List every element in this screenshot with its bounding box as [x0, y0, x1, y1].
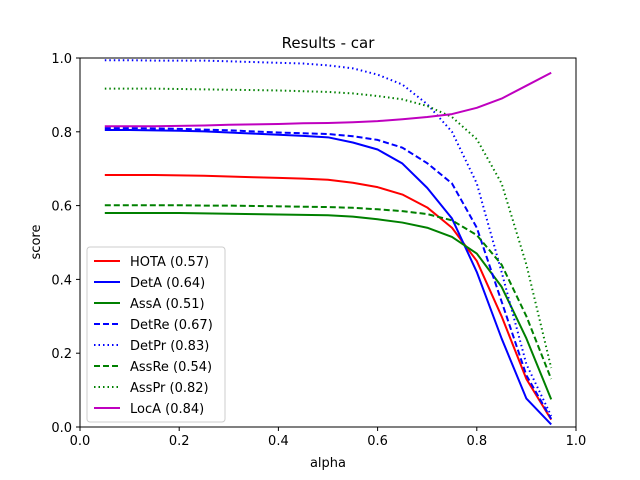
x-axis-label: alpha: [310, 456, 346, 471]
y-tick-label-2: 0.4: [51, 273, 72, 288]
legend-label-3: DetRe (0.67): [130, 318, 213, 333]
x-tick-label-1: 0.2: [169, 434, 190, 449]
x-tick-label-2: 0.4: [268, 434, 289, 449]
y-axis: 0.0 0.2 0.4 0.6 0.8 1.0: [51, 52, 80, 436]
legend-label-0: HOTA (0.57): [130, 255, 209, 270]
y-tick-label-5: 1.0: [51, 52, 72, 67]
legend-label-6: AssPr (0.82): [130, 381, 209, 396]
legend-label-1: DetA (0.64): [130, 276, 205, 291]
legend-label-5: AssRe (0.54): [130, 360, 212, 375]
series-line-3: [104, 127, 553, 420]
y-tick-label-0: 0.0: [51, 421, 72, 436]
x-tick-label-3: 0.6: [367, 434, 388, 449]
legend-label-7: LocA (0.84): [130, 402, 204, 417]
y-tick-label-4: 0.8: [51, 126, 72, 141]
chart-title: Results - car: [282, 34, 376, 52]
plot-area: [79, 57, 577, 428]
x-tick-label-5: 1.0: [566, 434, 587, 449]
legend-label-4: DetPr (0.83): [130, 339, 209, 354]
series-line-5: [104, 204, 553, 380]
y-tick-label-3: 0.6: [51, 200, 72, 215]
x-axis: 0.0 0.2 0.4 0.6 0.8 1.0: [70, 427, 587, 449]
legend: HOTA (0.57) DetA (0.64) AssA (0.51) DetRe (…: [86, 246, 226, 423]
x-tick-label-0: 0.0: [70, 434, 91, 449]
series-line-1: [104, 128, 552, 426]
legend-box: [86, 246, 226, 423]
legend-label-2: AssA (0.51): [130, 297, 205, 312]
x-tick-label-4: 0.8: [466, 434, 487, 449]
series-line-2: [104, 211, 553, 400]
y-tick-label-1: 0.2: [51, 347, 72, 362]
plot-frame: [79, 57, 577, 428]
series-line-0: [104, 173, 553, 421]
y-axis-label: score: [29, 225, 44, 260]
series-line-7: [104, 71, 552, 128]
